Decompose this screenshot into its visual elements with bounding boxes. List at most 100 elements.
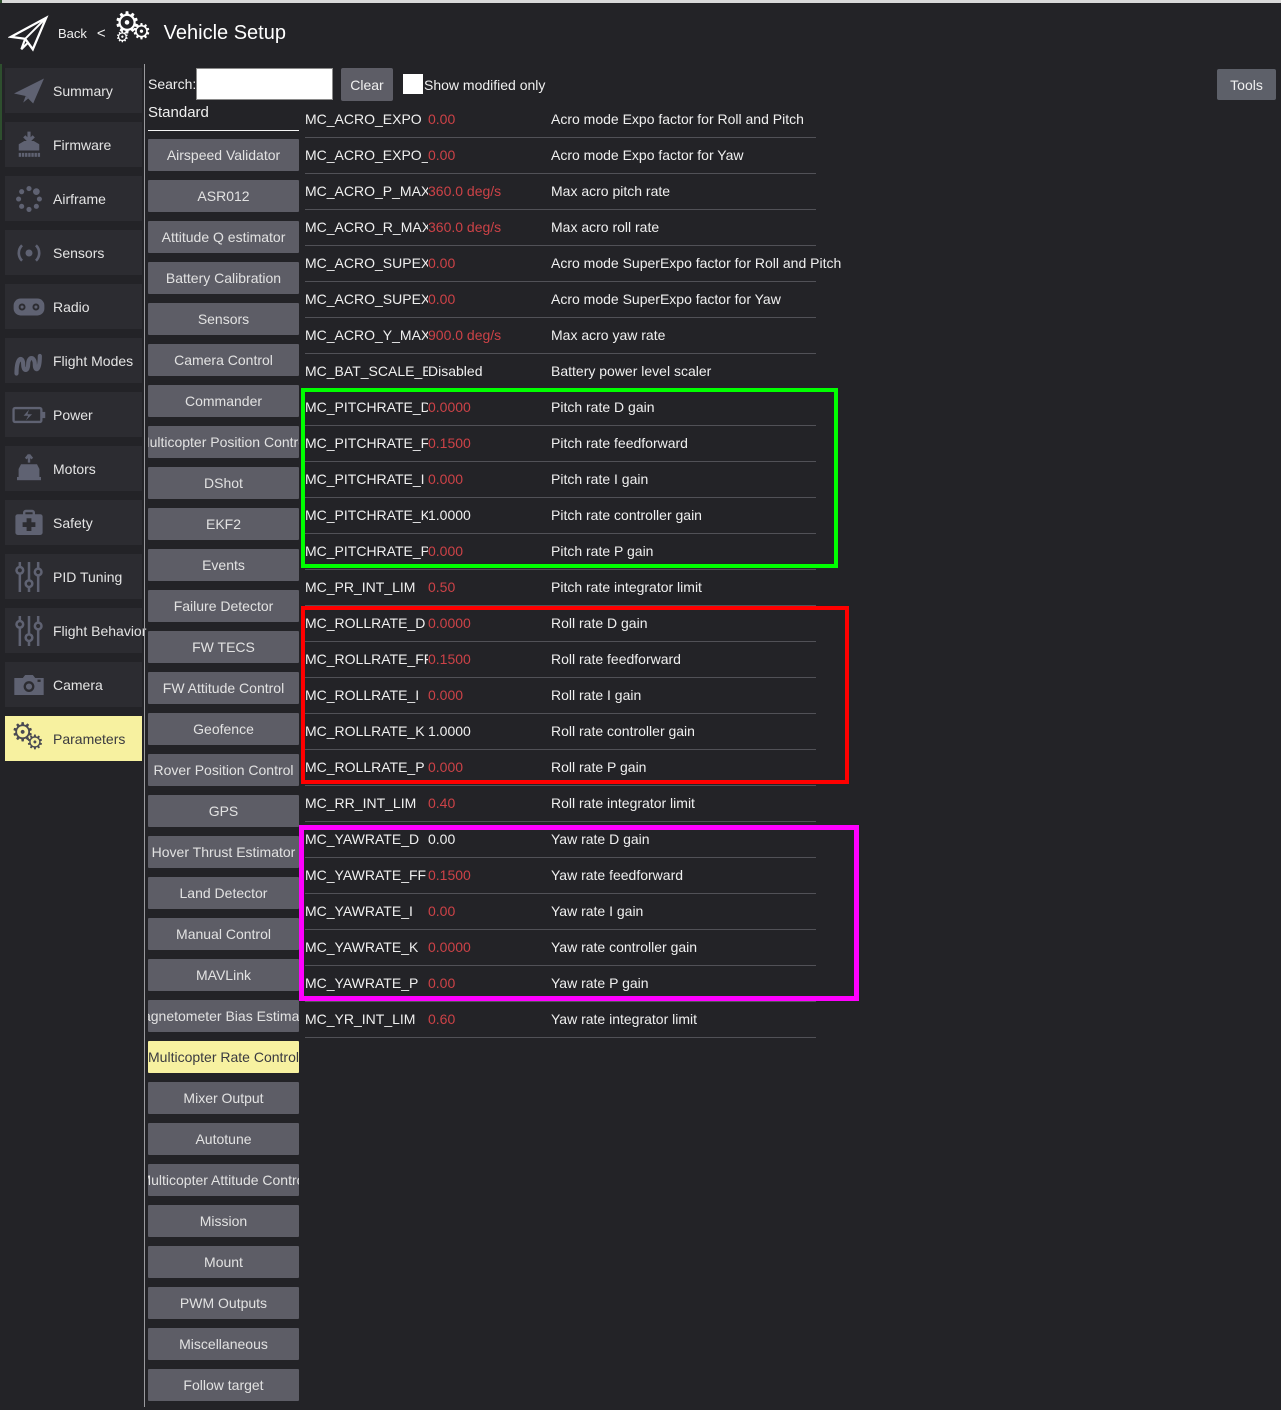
parameter-value: 0.40 xyxy=(428,795,456,811)
group-button-gps[interactable]: GPS xyxy=(148,795,299,827)
parameter-value: 0.0000 xyxy=(428,615,471,631)
group-button-land-detector[interactable]: Land Detector xyxy=(148,877,299,909)
parameter-row-mc_pitchrate_i[interactable]: MC_PITCHRATE_I 0.000 Pitch rate I gain xyxy=(305,462,816,498)
group-button-airspeed-validator[interactable]: Airspeed Validator xyxy=(148,139,299,171)
tools-button[interactable]: Tools xyxy=(1217,69,1276,100)
sidebar-item-airframe[interactable]: Airframe xyxy=(5,176,142,221)
parameter-description: Yaw rate integrator limit xyxy=(551,1011,698,1027)
parameter-row-mc_pitchrate_p[interactable]: MC_PITCHRATE_P 0.000 Pitch rate P gain xyxy=(305,534,816,570)
parameter-row-mc_pitchrate_d[interactable]: MC_PITCHRATE_D 0.0000 Pitch rate D gain xyxy=(305,390,816,426)
group-button-events[interactable]: Events xyxy=(148,549,299,581)
parameter-value: 0.00 xyxy=(428,831,456,847)
groups-list: Airspeed Validator ASR012 Attitude Q estim… xyxy=(148,139,299,1401)
sidebar-item-parameters[interactable]: ⚙ ⚙ Parameters xyxy=(5,716,142,761)
group-button-sensors[interactable]: Sensors xyxy=(148,303,299,335)
group-button-rover-position-control[interactable]: Rover Position Control xyxy=(148,754,299,786)
search-input[interactable] xyxy=(196,68,333,100)
sidebar-item-pid-tuning[interactable]: PID Tuning xyxy=(5,554,142,599)
group-button-magnetometer-bias-estimator[interactable]: Magnetometer Bias Estimator xyxy=(148,1000,299,1032)
parameter-value: 0.000 xyxy=(428,687,464,703)
group-button-camera-control[interactable]: Camera Control xyxy=(148,344,299,376)
parameter-row-mc_yawrate_k[interactable]: MC_YAWRATE_K 0.0000 Yaw rate controller ga… xyxy=(305,930,816,966)
parameter-value: 0.000 xyxy=(428,543,464,559)
group-button-follow-target[interactable]: Follow target xyxy=(148,1369,299,1401)
parameter-row-mc_rollrate_d[interactable]: MC_ROLLRATE_D 0.0000 Roll rate D gain xyxy=(305,606,816,642)
sidebar-item-flight-modes[interactable]: Flight Modes xyxy=(5,338,142,383)
parameter-row-mc_rollrate_i[interactable]: MC_ROLLRATE_I 0.000 Roll rate I gain xyxy=(305,678,816,714)
group-button-autotune[interactable]: Autotune xyxy=(148,1123,299,1155)
parameter-row-mc_pr_int_lim[interactable]: MC_PR_INT_LIM 0.50 Pitch rate integrator l… xyxy=(305,570,816,606)
group-button-hover-thrust-estimator[interactable]: Hover Thrust Estimator xyxy=(148,836,299,868)
sidebar-item-safety[interactable]: Safety xyxy=(5,500,142,545)
clear-button[interactable]: Clear xyxy=(341,68,393,101)
parameter-description: Roll rate D gain xyxy=(551,615,648,631)
parameter-row-mc_yawrate_d[interactable]: MC_YAWRATE_D 0.00 Yaw rate D gain xyxy=(305,822,816,858)
parameter-row-mc_yawrate_p[interactable]: MC_YAWRATE_P 0.00 Yaw rate P gain xyxy=(305,966,816,1002)
group-button-fw-attitude-control[interactable]: FW Attitude Control xyxy=(148,672,299,704)
parameter-row-mc_rollrate_p[interactable]: MC_ROLLRATE_P 0.000 Roll rate P gain xyxy=(305,750,816,786)
screen-left-edge xyxy=(0,0,2,140)
parameter-value: 360.0 deg/s xyxy=(428,183,502,199)
group-button-battery-calibration[interactable]: Battery Calibration xyxy=(148,262,299,294)
parameter-row-mc_rollrate_ff[interactable]: MC_ROLLRATE_FF 0.1500 Roll rate feedforwar… xyxy=(305,642,816,678)
show-modified-checkbox[interactable] xyxy=(403,74,423,94)
qgroundcontrol-logo-icon[interactable] xyxy=(8,13,50,55)
sidebar-item-power[interactable]: Power xyxy=(5,392,142,437)
group-button-geofence[interactable]: Geofence xyxy=(148,713,299,745)
group-button-mavlink[interactable]: MAVLink xyxy=(148,959,299,991)
group-button-multicopter-attitude-control[interactable]: Multicopter Attitude Control xyxy=(148,1164,299,1196)
paper-plane-icon xyxy=(5,76,53,106)
group-button-manual-control[interactable]: Manual Control xyxy=(148,918,299,950)
group-button-asr012[interactable]: ASR012 xyxy=(148,180,299,212)
sidebar-item-summary[interactable]: Summary xyxy=(5,68,142,113)
parameter-name: MC_ACRO_P_MAX xyxy=(305,183,428,199)
page-title: Vehicle Setup xyxy=(163,22,286,44)
parameter-row-mc_rr_int_lim[interactable]: MC_RR_INT_LIM 0.40 Roll rate integrator li… xyxy=(305,786,816,822)
sliders-icon xyxy=(5,560,53,594)
parameter-row-mc_pitchrate_k[interactable]: MC_PITCHRATE_K 1.0000 Pitch rate controlle… xyxy=(305,498,816,534)
parameter-row-mc_acro_r_max[interactable]: MC_ACRO_R_MAX 360.0 deg/s Max acro roll ra… xyxy=(305,210,816,246)
parameter-row-mc_bat_scale_en[interactable]: MC_BAT_SCALE_ENDisabled Battery power lev… xyxy=(305,354,816,390)
parameter-row-mc_acro_expo_y[interactable]: MC_ACRO_EXPO_Y 0.00 Acro mode Expo factor … xyxy=(305,138,816,174)
group-button-miscellaneous[interactable]: Miscellaneous xyxy=(148,1328,299,1360)
parameter-row-mc_acro_y_max[interactable]: MC_ACRO_Y_MAX 900.0 deg/s Max acro yaw rat… xyxy=(305,318,816,354)
camera-icon xyxy=(5,672,53,698)
group-button-dshot[interactable]: DShot xyxy=(148,467,299,499)
group-button-mount[interactable]: Mount xyxy=(148,1246,299,1278)
parameter-row-mc_acro_p_max[interactable]: MC_ACRO_P_MAX 360.0 deg/s Max acro pitch r… xyxy=(305,174,816,210)
sidebar-item-camera[interactable]: Camera xyxy=(5,662,142,707)
parameter-row-mc_acro_expo[interactable]: MC_ACRO_EXPO 0.00 Acro mode Expo factor fo… xyxy=(305,102,816,138)
breadcrumb-separator: < xyxy=(96,25,106,42)
parameter-row-mc_yawrate_i[interactable]: MC_YAWRATE_I 0.00 Yaw rate I gain xyxy=(305,894,816,930)
parameter-description: Pitch rate feedforward xyxy=(551,435,688,451)
parameter-description: Max acro yaw rate xyxy=(551,327,666,343)
group-button-ekf2[interactable]: EKF2 xyxy=(148,508,299,540)
group-button-mission[interactable]: Mission xyxy=(148,1205,299,1237)
parameter-row-mc_acro_supexpo[interactable]: MC_ACRO_SUPEXPO0.00 Acro mode SuperExpo f… xyxy=(305,246,841,282)
parameter-description: Roll rate I gain xyxy=(551,687,642,703)
group-button-multicopter-rate-control[interactable]: Multicopter Rate Control xyxy=(148,1041,299,1073)
sidebar-item-firmware[interactable]: Firmware xyxy=(5,122,142,167)
group-button-commander[interactable]: Commander xyxy=(148,385,299,417)
group-button-mixer-output[interactable]: Mixer Output xyxy=(148,1082,299,1114)
group-button-failure-detector[interactable]: Failure Detector xyxy=(148,590,299,622)
parameter-row-mc_acro_supexpoy[interactable]: MC_ACRO_SUPEXPOY0.00 Acro mode SuperExpo … xyxy=(305,282,816,318)
sidebar-item-flight-behavior[interactable]: Flight Behavior xyxy=(5,608,146,653)
parameter-row-mc_yawrate_ff[interactable]: MC_YAWRATE_FF 0.1500 Yaw rate feedforward xyxy=(305,858,816,894)
parameter-row-mc_pitchrate_ff[interactable]: MC_PITCHRATE_FF 0.1500 Pitch rate feedforw… xyxy=(305,426,816,462)
group-button-attitude-q-estimator[interactable]: Attitude Q estimator xyxy=(148,221,299,253)
sidebar-item-label: Sensors xyxy=(53,244,105,261)
parameter-row-mc_rollrate_k[interactable]: MC_ROLLRATE_K 1.0000 Roll rate controller … xyxy=(305,714,816,750)
sidebar-item-motors[interactable]: Motors xyxy=(5,446,142,491)
sidebar-item-radio[interactable]: Radio xyxy=(5,284,142,329)
groups-header-underline xyxy=(148,130,299,131)
back-button[interactable]: Back xyxy=(58,26,87,41)
parameter-description: Max acro pitch rate xyxy=(551,183,671,199)
parameter-row-mc_yr_int_lim[interactable]: MC_YR_INT_LIM 0.60 Yaw rate integrator lim… xyxy=(305,1002,816,1038)
parameter-name: MC_ACRO_EXPO xyxy=(305,111,422,127)
group-button-pwm-outputs[interactable]: PWM Outputs xyxy=(148,1287,299,1319)
sidebar-item-sensors[interactable]: Sensors xyxy=(5,230,142,275)
group-button-fw-tecs[interactable]: FW TECS xyxy=(148,631,299,663)
group-button-multicopter-position-control[interactable]: Multicopter Position Control xyxy=(148,426,299,458)
parameter-description: Roll rate P gain xyxy=(551,759,647,775)
